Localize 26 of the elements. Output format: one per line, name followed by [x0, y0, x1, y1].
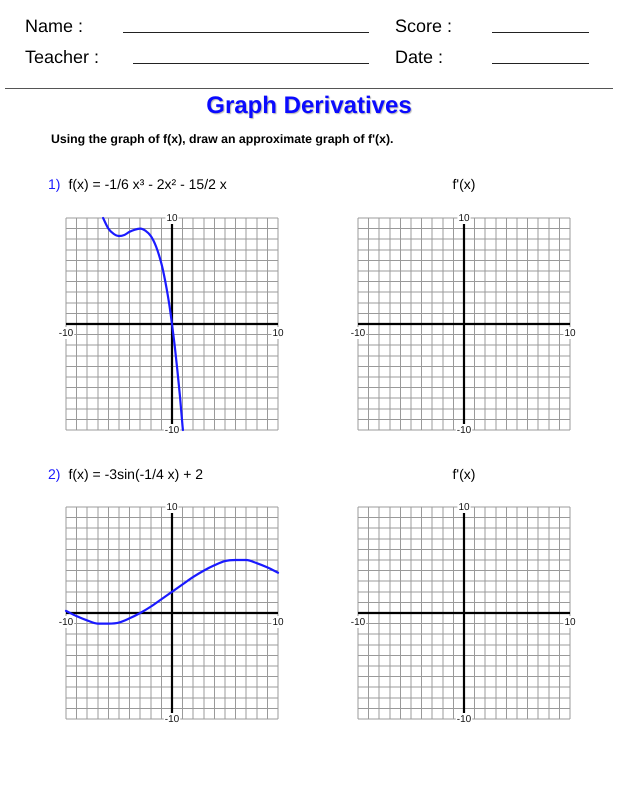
x-tick-label: 10: [564, 328, 576, 339]
y-tick-label: -10: [456, 424, 472, 436]
x-tick-label: -10: [58, 616, 74, 628]
x-tick-label: -10: [350, 616, 366, 628]
text: Graph Derivatives: [205, 92, 413, 120]
text: Teacher :: [25, 46, 100, 68]
text: Name :: [25, 15, 84, 37]
x-tick-label: 10: [272, 616, 284, 628]
y-tick-label: 10: [166, 502, 178, 513]
y-tick-label: 10: [458, 502, 470, 513]
chart-title: 2) f(x) = -3sin(-1/4 x) + 2: [48, 465, 204, 484]
y-tick-label: 10: [166, 212, 178, 224]
x-tick-label: 10: [272, 328, 284, 339]
y-tick-label: 10: [458, 212, 470, 224]
text: Using the graph of f(x), draw an approximate graph of f'(x).: [51, 131, 394, 147]
x-tick-label: -10: [350, 328, 366, 339]
chart-title: f'(x): [452, 465, 476, 484]
x-tick-label: -10: [58, 328, 74, 339]
chart-title: f'(x): [452, 175, 476, 194]
y-tick-label: -10: [164, 714, 180, 725]
y-tick-label: -10: [164, 424, 180, 436]
chart-title: 1) f(x) = -1/6 x³ - 2x² - 15/2 x: [48, 175, 227, 194]
text: Score :: [395, 15, 452, 37]
text: Date :: [395, 46, 444, 68]
y-tick-label: -10: [456, 714, 472, 725]
x-tick-label: 10: [564, 616, 576, 628]
